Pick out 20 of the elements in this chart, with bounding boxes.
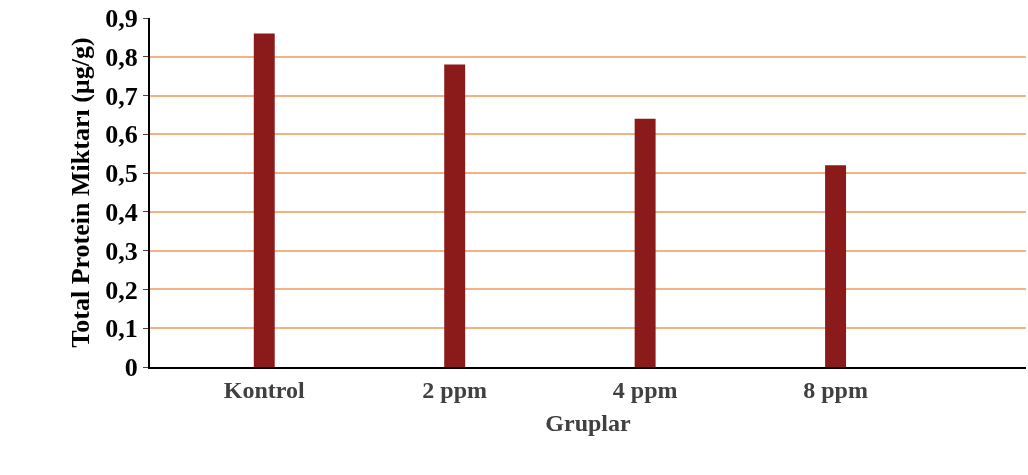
y-tick-label: 0,2 (105, 275, 138, 305)
bar (825, 165, 847, 367)
y-tick-label: 0,8 (105, 42, 138, 72)
y-axis-title: Total Protein Miktarı (µg/g) (66, 37, 96, 348)
y-tick-label: 0,6 (105, 120, 138, 150)
y-tick-label: 0,3 (105, 236, 138, 266)
x-tick-label: 2 ppm (422, 376, 488, 403)
y-tick-label: 0,5 (105, 159, 138, 189)
bar (634, 118, 656, 367)
x-axis-title: Gruplar (545, 409, 632, 436)
y-tick-label: 0,1 (105, 314, 138, 344)
x-tick-label: 8 ppm (803, 376, 868, 403)
bar (444, 64, 466, 367)
x-tick-label: Kontrol (223, 376, 306, 403)
y-tick-label: 0,4 (105, 197, 138, 227)
bar (253, 33, 275, 367)
x-tick-label: 4 ppm (612, 376, 678, 403)
y-tick-label: 0 (124, 353, 138, 383)
y-tick-label: 0,7 (105, 81, 138, 111)
y-tick-label: 0,9 (105, 4, 138, 34)
